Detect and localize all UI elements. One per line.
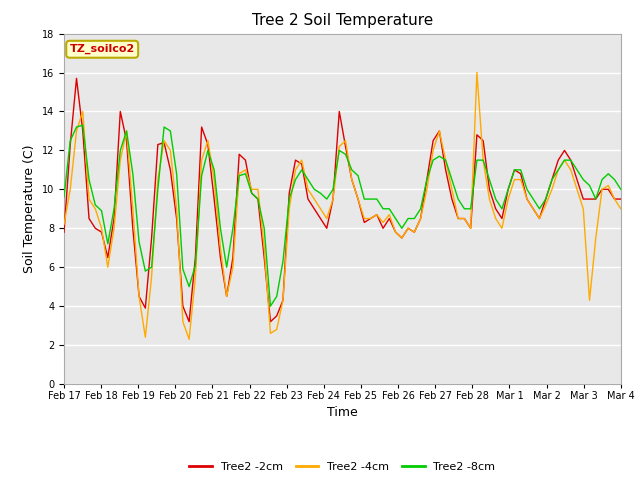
- Legend: Tree2 -2cm, Tree2 -4cm, Tree2 -8cm: Tree2 -2cm, Tree2 -4cm, Tree2 -8cm: [185, 457, 500, 477]
- Title: Tree 2 Soil Temperature: Tree 2 Soil Temperature: [252, 13, 433, 28]
- Text: TZ_soilco2: TZ_soilco2: [70, 44, 135, 54]
- Y-axis label: Soil Temperature (C): Soil Temperature (C): [23, 144, 36, 273]
- X-axis label: Time: Time: [327, 407, 358, 420]
